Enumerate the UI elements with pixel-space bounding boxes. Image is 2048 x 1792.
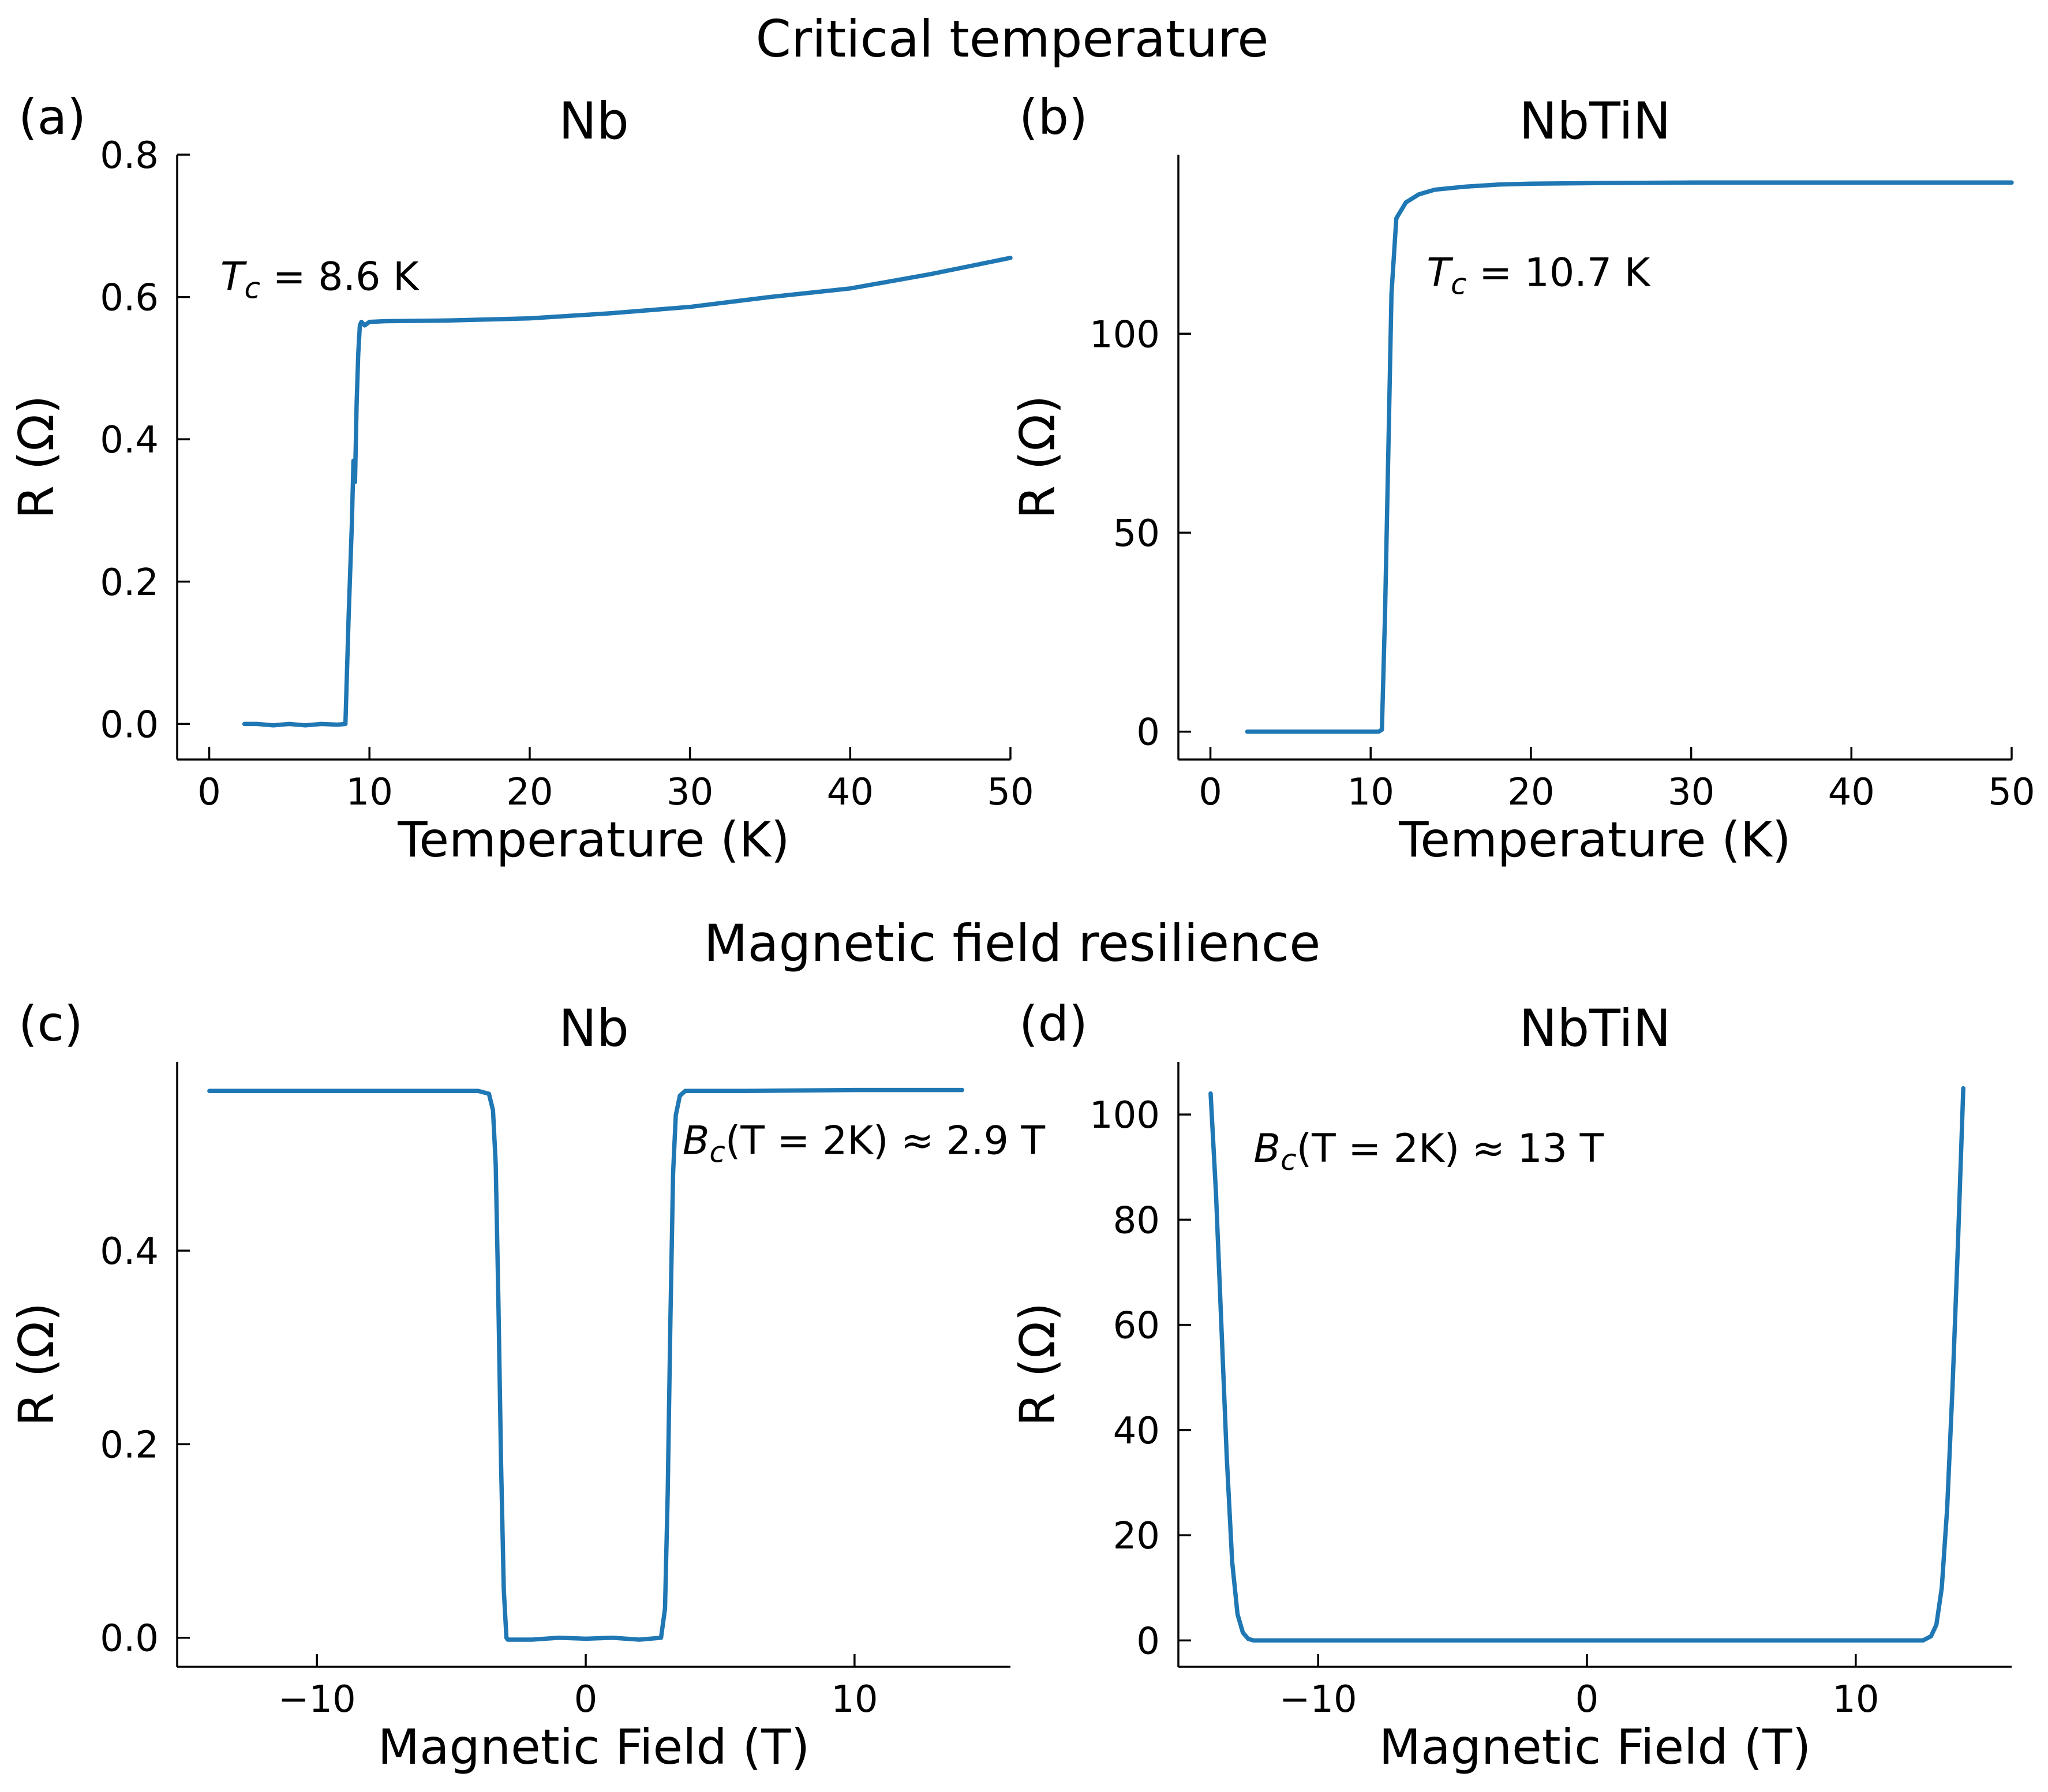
y-tick-label: 100 [1089, 1094, 1160, 1137]
x-tick-label: 30 [667, 771, 713, 814]
series-line-0 [1208, 1086, 1965, 1643]
x-tick-label: −10 [278, 1678, 356, 1721]
section-title-critical-temperature: Critical temperature [756, 9, 1269, 69]
series-line-0 [207, 1087, 964, 1642]
panel-label: (b) [1019, 89, 1088, 145]
y-tick-label: 0 [1136, 1620, 1160, 1663]
panel-title: Nb [559, 91, 629, 151]
x-tick-label: 10 [346, 771, 393, 814]
panel-title: NbTiN [1519, 998, 1671, 1058]
y-tick-label: 0.4 [100, 419, 159, 462]
x-tick-label: 10 [1832, 1678, 1879, 1721]
y-tick-label: 20 [1113, 1515, 1160, 1558]
x-tick-label: 0 [1575, 1678, 1599, 1721]
chart-panel-0: (a) Nb 0 10 20 30 40 50 0.0 0.2 0.4 0.6 0.8 Temperatu… [8, 89, 1034, 868]
y-axis-label: R (Ω) [1009, 395, 1066, 519]
panel-title: Nb [559, 998, 629, 1058]
annotation-subscript: c [1281, 1143, 1297, 1177]
x-axis-label: Magnetic Field (T) [1379, 1719, 1811, 1775]
annotation-rest: = 8.6 K [260, 254, 420, 300]
annotation-rest: = 10.7 K [1466, 250, 1651, 296]
annotation-text: Bc(T = 2K) ≈ 2.9 T [683, 1118, 1046, 1169]
section-title-magnetic-field-resilience: Magnetic field resilience [704, 914, 1321, 973]
annotation-rest: (T = 2K) ≈ 13 T [1297, 1126, 1604, 1172]
x-tick-label: 0 [197, 771, 221, 814]
panel-label: (d) [1019, 996, 1088, 1052]
y-tick-label: 0.2 [100, 562, 159, 604]
y-tick-label: 0.6 [100, 277, 159, 320]
panel-title: NbTiN [1519, 91, 1671, 151]
panels-group: (a) Nb 0 10 20 30 40 50 0.0 0.2 0.4 0.6 0.8 Temperatu… [8, 89, 2035, 1775]
annotation-symbol: B [1253, 1126, 1281, 1172]
annotation-subscript: c [1451, 268, 1467, 301]
y-tick-label: 100 [1089, 313, 1160, 356]
chart-panel-2: (c) Nb −10 0 10 0.0 0.2 0.4 Magnetic Field (T) R … [8, 996, 1045, 1775]
chart-panel-1: (b) NbTiN 0 10 20 30 40 50 0 50 100 Temperature (K)… [1009, 89, 2035, 868]
y-tick-label: 50 [1113, 512, 1160, 555]
x-axis-label: Temperature (K) [1398, 811, 1791, 868]
x-tick-label: 0 [1199, 771, 1222, 814]
x-tick-label: 10 [1347, 771, 1394, 814]
y-tick-label: 0 [1136, 712, 1160, 754]
annotation-subscript: c [709, 1135, 725, 1169]
x-tick-label: 40 [827, 771, 874, 814]
y-tick-label: 0.0 [100, 704, 159, 746]
y-axis-label: R (Ω) [8, 1303, 65, 1427]
panel-label: (c) [18, 996, 83, 1052]
x-axis-label: Magnetic Field (T) [378, 1719, 810, 1775]
y-axis-label: R (Ω) [1009, 1303, 1066, 1427]
y-tick-label: 40 [1113, 1410, 1160, 1453]
annotation-text: Bc(T = 2K) ≈ 13 T [1253, 1126, 1604, 1177]
annotation-symbol: T [220, 254, 247, 300]
x-tick-label: 30 [1668, 771, 1714, 814]
annotation-symbol: B [683, 1118, 710, 1164]
x-tick-label: 50 [1988, 771, 2035, 814]
x-tick-label: 50 [987, 771, 1034, 814]
x-tick-label: 10 [831, 1678, 878, 1721]
y-axis-label: R (Ω) [8, 395, 65, 519]
y-tick-label: 80 [1113, 1199, 1160, 1242]
y-tick-label: 0.0 [100, 1618, 159, 1660]
x-axis-label: Temperature (K) [397, 811, 789, 868]
annotation-text: Tc = 8.6 K [220, 254, 420, 305]
y-tick-label: 0.2 [100, 1424, 159, 1466]
x-tick-label: −10 [1279, 1678, 1357, 1721]
x-tick-label: 20 [506, 771, 553, 814]
y-tick-label: 0.4 [100, 1230, 159, 1273]
series-line-0 [1245, 180, 2014, 734]
annotation-symbol: T [1427, 250, 1453, 296]
annotation-rest: (T = 2K) ≈ 2.9 T [725, 1118, 1046, 1164]
y-tick-label: 60 [1113, 1305, 1160, 1348]
x-tick-label: 40 [1828, 771, 1875, 814]
y-tick-label: 0.8 [100, 134, 159, 177]
x-tick-label: 0 [574, 1678, 598, 1721]
annotation-text: Tc = 10.7 K [1427, 250, 1651, 301]
panel-label: (a) [18, 89, 86, 145]
annotation-subscript: c [245, 271, 261, 305]
series-line-0 [242, 256, 1013, 728]
x-tick-label: 20 [1507, 771, 1554, 814]
